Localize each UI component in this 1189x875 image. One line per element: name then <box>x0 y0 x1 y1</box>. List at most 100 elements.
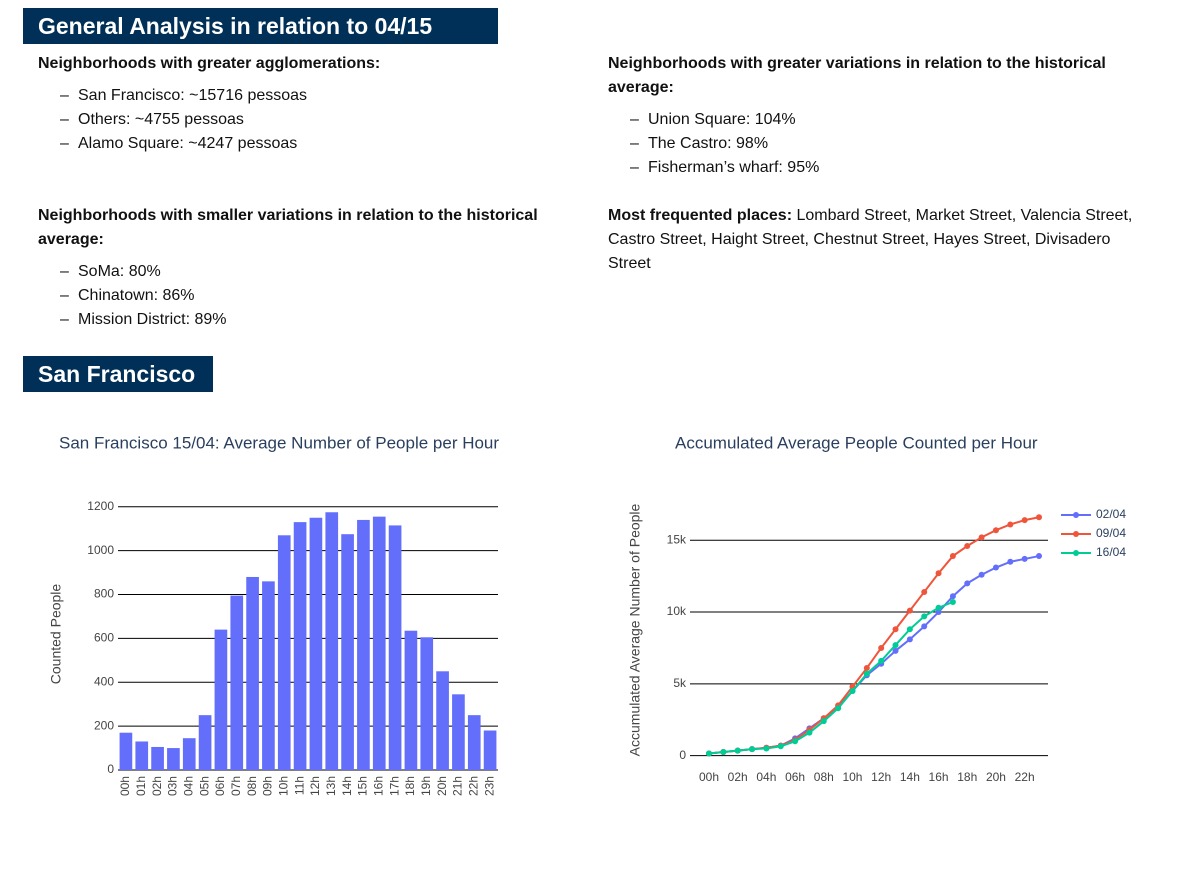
list: San Francisco: ~15716 pessoas Others: ~4… <box>38 84 578 156</box>
bar <box>198 715 212 770</box>
x-tick-label: 06h <box>213 776 227 796</box>
list-item: Mission District: 89% <box>38 308 578 332</box>
marker <box>878 657 885 664</box>
x-tick-label: 18h <box>403 776 417 796</box>
marker <box>906 607 913 614</box>
marker <box>734 747 741 754</box>
bar <box>182 738 196 770</box>
bar <box>309 517 323 770</box>
marker <box>720 749 727 756</box>
y-tick-label: 600 <box>94 631 114 645</box>
section: Neighborhoods with greater agglomeration… <box>38 52 578 156</box>
section-title: San Francisco <box>23 356 213 392</box>
x-tick-label: 00h <box>118 776 132 796</box>
bar <box>420 637 434 770</box>
marker <box>878 644 885 651</box>
marker <box>777 743 784 750</box>
chart-title: San Francisco 15/04: Average Number of P… <box>59 433 499 452</box>
x-tick-label: 20h <box>435 776 449 796</box>
bar <box>436 671 449 770</box>
marker <box>949 599 956 605</box>
line <box>708 601 954 755</box>
bar <box>230 595 244 770</box>
section-title: Neighborhoods with greater variations in… <box>608 55 1106 96</box>
x-tick-label: 10h <box>276 776 290 796</box>
x-tick-label: 04h <box>181 776 195 796</box>
x-tick-label: 16h <box>371 776 385 796</box>
x-tick-label: 10h <box>842 770 862 784</box>
marker <box>992 564 999 571</box>
list-item: Chinatown: 86% <box>38 284 578 308</box>
x-tick-label: 13h <box>324 776 338 796</box>
x-tick-label: 09h <box>261 776 275 796</box>
legend-label: 09/04 <box>1096 526 1126 540</box>
marker <box>949 553 956 560</box>
list-item: Union Square: 104% <box>608 108 1148 132</box>
marker <box>921 613 928 620</box>
bar <box>388 525 402 770</box>
bar <box>277 535 291 770</box>
section: Neighborhoods with smaller variations in… <box>38 204 578 332</box>
marker <box>806 729 813 736</box>
x-tick-label: 19h <box>419 776 433 796</box>
section: Most frequented places: Lombard Street, … <box>608 204 1153 276</box>
list-item: San Francisco: ~15716 pessoas <box>38 84 578 108</box>
y-tick-label: 1200 <box>87 499 114 513</box>
marker <box>892 626 899 633</box>
marker <box>978 571 985 578</box>
bar <box>167 748 180 770</box>
bar <box>483 730 497 770</box>
y-tick-label: 10k <box>667 604 687 618</box>
x-tick-label: 12h <box>308 776 322 796</box>
marker <box>1007 558 1014 565</box>
x-tick-label: 08h <box>814 770 834 784</box>
bar <box>214 629 228 770</box>
marker <box>863 665 870 672</box>
marker <box>1021 555 1028 562</box>
section-title: Neighborhoods with smaller variations in… <box>38 207 538 248</box>
y-tick-label: 1000 <box>87 543 114 557</box>
list-item: Alamo Square: ~4247 pessoas <box>38 132 578 156</box>
x-tick-label: 01h <box>134 776 148 796</box>
bar <box>262 581 275 770</box>
bar <box>246 576 259 770</box>
x-tick-label: 02h <box>150 776 164 796</box>
marker <box>863 670 870 677</box>
x-tick-label: 21h <box>451 776 465 796</box>
list-item: The Castro: 98% <box>608 132 1148 156</box>
line <box>708 555 1040 755</box>
x-tick-label: 04h <box>756 770 776 784</box>
y-tick-label: 200 <box>94 718 114 732</box>
x-tick-label: 14h <box>900 770 920 784</box>
list-item: SoMa: 80% <box>38 260 578 284</box>
marker <box>1036 553 1042 560</box>
x-tick-label: 05h <box>197 776 211 796</box>
bar <box>404 630 418 770</box>
legend-label: 02/04 <box>1096 507 1126 521</box>
y-tick-label: 5k <box>673 676 687 690</box>
chart-title: Accumulated Average People Counted per H… <box>675 433 1038 452</box>
x-tick-label: 23h <box>482 776 496 796</box>
bar <box>452 694 465 770</box>
list-item: Fisherman’s wharf: 95% <box>608 156 1148 180</box>
bar <box>151 746 164 770</box>
bar <box>341 534 354 770</box>
x-tick-label: 22h <box>1015 770 1035 784</box>
marker <box>1036 514 1042 521</box>
marker <box>921 588 928 595</box>
marker <box>749 746 756 753</box>
marker <box>935 609 942 616</box>
x-tick-label: 14h <box>340 776 354 796</box>
x-tick-label: 20h <box>986 770 1006 784</box>
line <box>708 516 1040 755</box>
x-tick-label: 00h <box>699 770 719 784</box>
marker <box>906 636 913 643</box>
x-tick-label: 06h <box>785 770 805 784</box>
bar <box>135 741 149 770</box>
marker <box>892 647 899 654</box>
marker <box>835 705 842 712</box>
x-tick-label: 07h <box>229 776 243 796</box>
marker <box>978 534 985 541</box>
bar <box>372 516 386 770</box>
